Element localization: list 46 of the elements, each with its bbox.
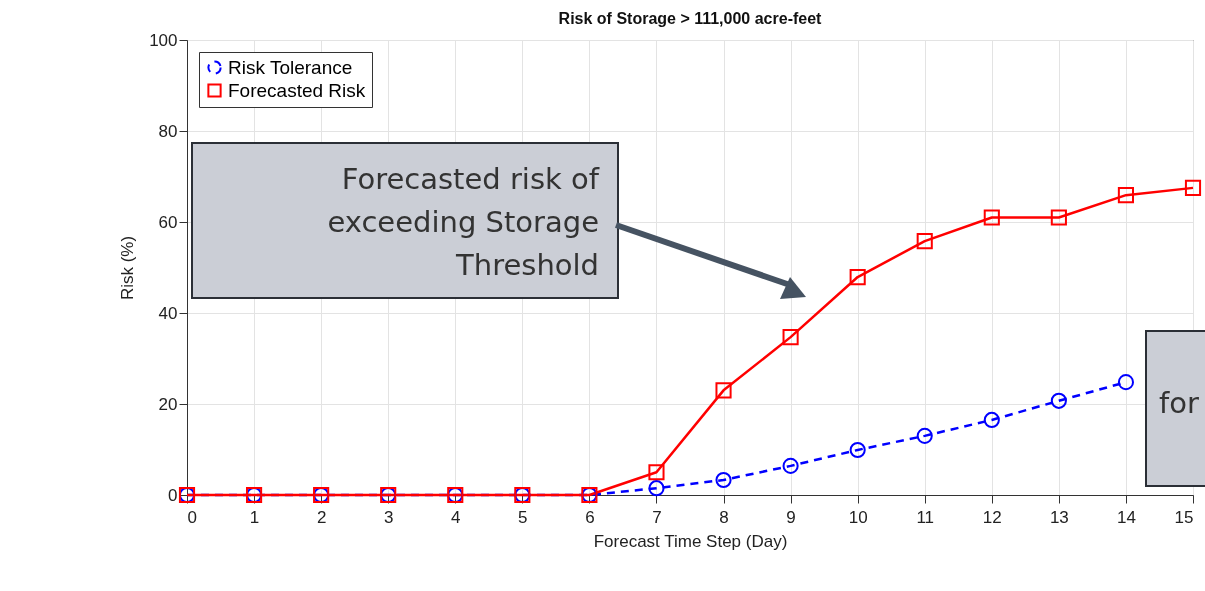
point bbox=[1050, 392, 1067, 409]
x-axis-title: Forecast Time Step (Day) bbox=[593, 531, 788, 551]
point bbox=[782, 457, 799, 474]
x-tick-label: 13 bbox=[1049, 507, 1069, 527]
y-axis-title: Risk (%) bbox=[118, 235, 138, 301]
x-tick-label: 8 bbox=[719, 507, 729, 527]
point bbox=[648, 480, 665, 497]
callout-box: Forecasted risk of exceeding Storage Threshold bbox=[191, 142, 619, 299]
point bbox=[715, 382, 732, 399]
x-tick-label: 0 bbox=[187, 507, 197, 527]
y-tick-label: 100 bbox=[149, 30, 178, 50]
x-tick-label: 10 bbox=[848, 507, 868, 527]
point bbox=[916, 427, 933, 444]
point bbox=[1050, 209, 1067, 226]
x-tick-label: 6 bbox=[585, 507, 595, 527]
x-tick-label: 15 bbox=[1174, 507, 1194, 527]
point bbox=[1184, 179, 1202, 196]
y-tick-label: 80 bbox=[158, 121, 178, 141]
point bbox=[983, 209, 1000, 226]
callout-box: for bbox=[1145, 330, 1205, 487]
x-tick-label: 1 bbox=[249, 507, 260, 527]
x-tick-label: 9 bbox=[786, 507, 796, 527]
x-tick-label: 4 bbox=[451, 507, 461, 527]
point bbox=[1117, 374, 1134, 391]
y-tick-label: 60 bbox=[158, 212, 178, 232]
chart-title: Risk of Storage > 111,000 acre-feet bbox=[558, 10, 823, 27]
x-tick-label: 5 bbox=[518, 507, 528, 527]
x-tick-label: 12 bbox=[982, 507, 1002, 527]
point bbox=[916, 233, 933, 250]
point bbox=[849, 268, 866, 286]
x-tick-label: 14 bbox=[1116, 507, 1136, 527]
point bbox=[715, 471, 732, 489]
point bbox=[648, 464, 665, 481]
y-tick-label: 0 bbox=[168, 485, 178, 505]
point bbox=[782, 329, 799, 346]
x-tick-label: 7 bbox=[652, 507, 662, 527]
point bbox=[1117, 187, 1134, 204]
x-tick-label: 2 bbox=[316, 507, 327, 527]
point bbox=[849, 441, 866, 459]
y-tick-label: 40 bbox=[158, 303, 178, 323]
legend-label: Forecasted Risk bbox=[228, 79, 366, 101]
x-tick-label: 11 bbox=[916, 507, 935, 527]
y-tick-label: 20 bbox=[158, 394, 178, 414]
legend-label: Risk Tolerance bbox=[228, 56, 353, 78]
x-tick-label: 3 bbox=[383, 507, 394, 527]
point bbox=[983, 411, 1000, 428]
